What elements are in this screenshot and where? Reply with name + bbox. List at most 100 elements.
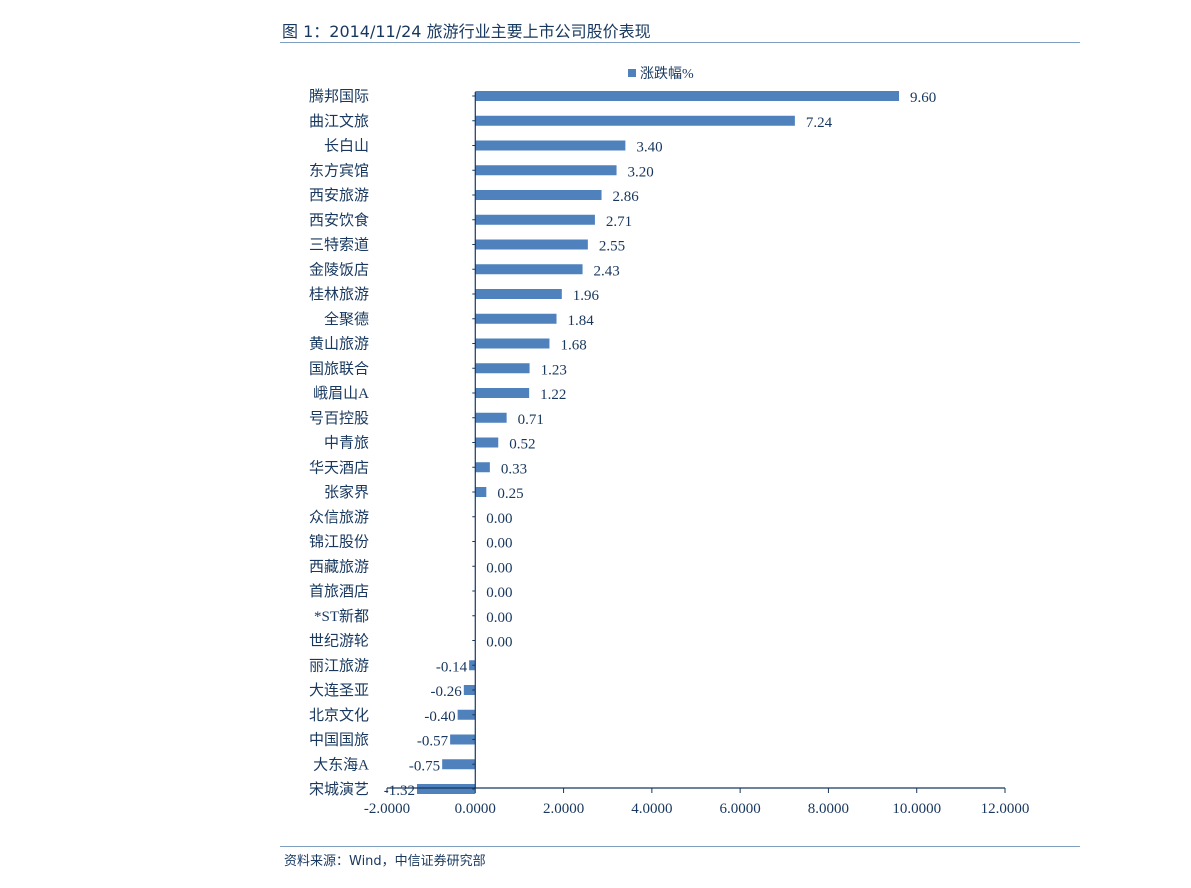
bar — [417, 784, 476, 794]
bar — [475, 487, 487, 497]
category-label: 大东海A — [313, 756, 369, 773]
bar — [463, 685, 476, 695]
data-label: 2.55 — [599, 239, 625, 255]
category-label: 腾邦国际 — [309, 88, 369, 105]
category-label: 宋城演艺 — [309, 781, 369, 798]
data-label: 3.40 — [636, 140, 662, 156]
data-label: 0.00 — [486, 610, 512, 626]
bar — [475, 115, 795, 126]
bar — [475, 437, 499, 448]
legend-swatch — [628, 69, 636, 77]
data-label: 0.71 — [518, 412, 544, 428]
x-tick-label: 0.0000 — [455, 801, 496, 817]
source-note: 资料来源：Wind，中信证券研究部 — [284, 854, 486, 869]
data-label: 3.20 — [628, 164, 654, 180]
category-label: 号百控股 — [309, 410, 369, 427]
category-label: 丽江旅游 — [309, 657, 369, 674]
category-label: 中国国旅 — [309, 732, 369, 749]
category-label: 中青旅 — [324, 435, 369, 452]
category-label: 锦江股份 — [309, 534, 369, 551]
bar — [475, 289, 562, 299]
data-label: -0.57 — [417, 734, 449, 750]
bar — [475, 214, 595, 225]
category-label: 桂林旅游 — [309, 286, 369, 303]
data-label: -0.26 — [431, 684, 463, 700]
bar — [475, 165, 617, 176]
category-label: 首旅酒店 — [309, 583, 369, 600]
x-tick-label: 6.0000 — [720, 801, 761, 817]
chart-axes: -2.0000 0.0000 2.0000 4.0000 6.0000 8.0000 10.… — [364, 92, 1030, 817]
category-label: 国旅联合 — [309, 360, 369, 377]
data-label: 0.00 — [486, 536, 512, 552]
bar — [475, 91, 900, 101]
data-label: 2.86 — [613, 189, 640, 205]
category-label: *ST新都 — [314, 608, 369, 625]
category-label: 世纪游轮 — [309, 633, 369, 650]
data-label: 9.60 — [910, 90, 936, 106]
x-tick-label: -2.0000 — [364, 801, 410, 817]
category-label: 西安旅游 — [309, 187, 369, 204]
title-rule — [280, 42, 1080, 43]
category-label: 金陵饭店 — [309, 261, 369, 278]
data-label: 1.84 — [568, 313, 595, 329]
bar — [475, 338, 550, 349]
category-label: 曲江文旅 — [309, 113, 369, 130]
bar — [475, 412, 507, 423]
bar — [475, 190, 602, 200]
bar — [475, 239, 588, 250]
category-label: 大连圣亚 — [309, 682, 369, 699]
x-tick-label: 2.0000 — [543, 801, 584, 817]
data-label: -1.32 — [384, 783, 415, 799]
data-label: -0.40 — [424, 709, 455, 725]
bar — [475, 462, 490, 473]
data-label: 0.00 — [486, 635, 512, 651]
bar — [469, 660, 476, 671]
chart-legend: 涨跌幅% — [628, 66, 694, 82]
data-label: 7.24 — [806, 115, 833, 131]
data-label: 0.52 — [509, 437, 535, 453]
bar — [475, 264, 583, 275]
x-tick-label: 12.0000 — [981, 801, 1030, 817]
category-label: 东方宾馆 — [309, 162, 369, 179]
data-label: 1.22 — [540, 387, 566, 403]
bar — [475, 388, 530, 398]
data-label: 1.23 — [541, 362, 567, 378]
bar — [475, 140, 626, 151]
category-label: 黄山旅游 — [309, 336, 369, 353]
source-rule — [280, 846, 1080, 847]
bar — [475, 313, 557, 324]
data-label: 0.00 — [486, 585, 512, 601]
data-label: 1.96 — [573, 288, 600, 304]
category-label: 北京文化 — [309, 707, 369, 724]
bar — [450, 734, 476, 745]
label-group: 腾邦国际 9.60 曲江文旅 7.24 长白山 3.40 东方宾馆 3.20 西安旅游 2.86 西… — [309, 88, 936, 799]
x-tick-label: 8.0000 — [808, 801, 849, 817]
category-label: 华天酒店 — [309, 459, 369, 476]
bar — [457, 709, 476, 720]
bar-group — [417, 91, 900, 794]
data-label: -0.14 — [436, 659, 468, 675]
category-label: 众信旅游 — [309, 509, 369, 526]
data-label: -0.75 — [409, 758, 440, 774]
category-label: 长白山 — [324, 138, 369, 155]
category-label: 西藏旅游 — [309, 558, 369, 575]
x-tick-label: 10.0000 — [892, 801, 941, 817]
category-label: 张家界 — [324, 484, 369, 501]
data-label: 2.71 — [606, 214, 632, 230]
data-label: 0.00 — [486, 511, 512, 527]
data-label: 2.43 — [594, 263, 620, 279]
x-tick-label: 4.0000 — [631, 801, 672, 817]
data-label: 0.25 — [497, 486, 523, 502]
data-label: 1.68 — [560, 338, 586, 354]
category-label: 三特索道 — [309, 237, 369, 254]
data-label: 0.33 — [501, 461, 527, 477]
category-label: 西安饮食 — [309, 212, 369, 229]
legend-label: 涨跌幅% — [640, 66, 694, 82]
data-label: 0.00 — [486, 560, 512, 576]
bar — [475, 363, 530, 374]
bar — [442, 759, 476, 770]
category-label: 全聚德 — [324, 310, 369, 328]
figure-title: 图 1：2014/11/24 旅游行业主要上市公司股价表现 — [282, 22, 651, 41]
category-label: 峨眉山A — [313, 385, 369, 402]
